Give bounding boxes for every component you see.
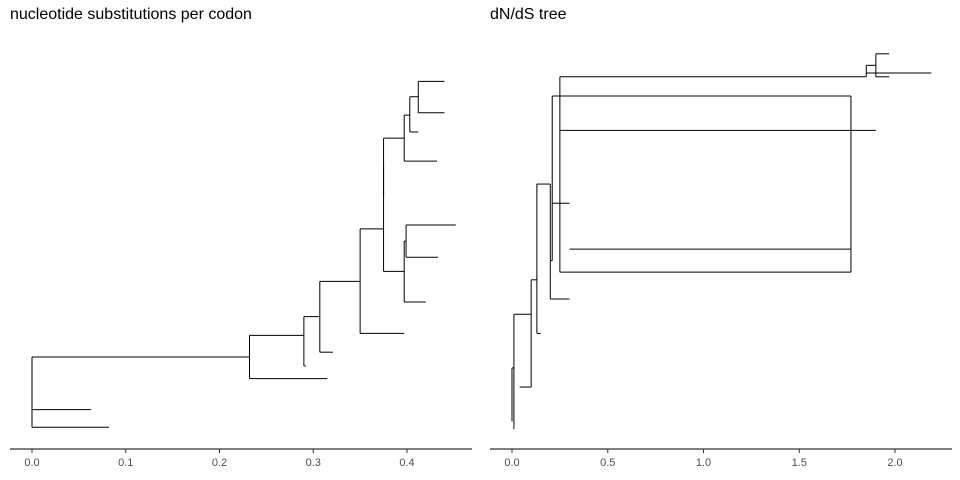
x-tick-label: 1.0 — [696, 457, 711, 469]
x-tick-label: 0.5 — [600, 457, 615, 469]
x-tick-label: 0.0 — [504, 457, 519, 469]
x-tick-label: 0.2 — [212, 457, 227, 469]
left-tree-panel: 0.0 0.1 0.2 0.3 0.4 — [10, 80, 472, 469]
x-tick-label: 0.1 — [118, 457, 133, 469]
x-tick-label: 0.0 — [24, 457, 39, 469]
x-tick-label: 0.3 — [306, 457, 321, 469]
x-tick-label: 1.5 — [792, 457, 807, 469]
right-tree-panel: 0.0 0.5 1.0 1.5 2.0 — [490, 53, 952, 469]
x-tick-label: 0.4 — [399, 457, 414, 469]
x-tick-label: 2.0 — [887, 457, 902, 469]
left-panel-title: nucleotide substitutions per codon — [10, 6, 252, 23]
right-panel-title: dN/dS tree — [490, 6, 567, 23]
